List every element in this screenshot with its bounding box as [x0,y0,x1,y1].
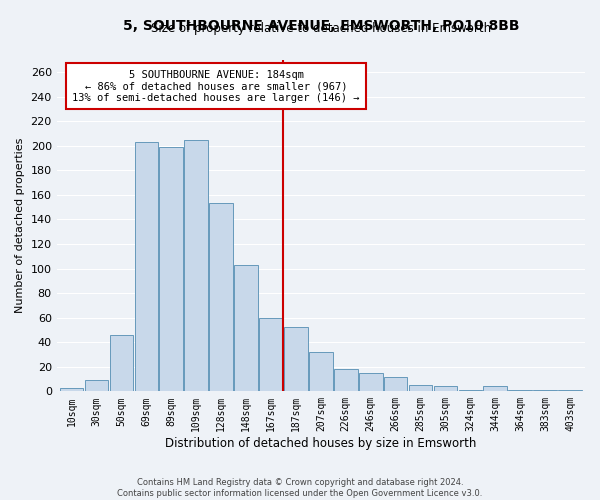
Bar [85,380,109,392]
Bar [234,265,258,392]
Bar [209,204,233,392]
Bar [160,147,183,392]
Title: Size of property relative to detached houses in Emsworth: Size of property relative to detached ho… [151,22,491,35]
Bar [134,142,158,392]
Text: 5 SOUTHBOURNE AVENUE: 184sqm
← 86% of detached houses are smaller (967)
13% of s: 5 SOUTHBOURNE AVENUE: 184sqm ← 86% of de… [73,70,360,103]
Bar [508,390,532,392]
Bar [259,318,283,392]
Bar [484,386,507,392]
Bar [309,352,332,392]
Bar [434,386,457,392]
Text: 5, SOUTHBOURNE AVENUE, EMSWORTH, PO10 8BB: 5, SOUTHBOURNE AVENUE, EMSWORTH, PO10 8B… [122,20,519,34]
Bar [334,369,358,392]
Y-axis label: Number of detached properties: Number of detached properties [15,138,25,314]
Bar [384,376,407,392]
Text: Contains HM Land Registry data © Crown copyright and database right 2024.
Contai: Contains HM Land Registry data © Crown c… [118,478,482,498]
Bar [60,388,83,392]
X-axis label: Distribution of detached houses by size in Emsworth: Distribution of detached houses by size … [165,437,476,450]
Bar [458,390,482,392]
Bar [409,385,433,392]
Bar [558,390,582,392]
Bar [110,335,133,392]
Bar [184,140,208,392]
Bar [284,328,308,392]
Bar [359,373,383,392]
Bar [533,390,557,392]
